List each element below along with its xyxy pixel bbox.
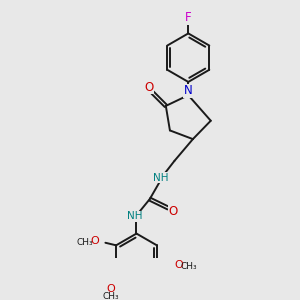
Text: O: O <box>169 205 178 218</box>
Text: O: O <box>106 284 115 294</box>
Text: O: O <box>174 260 183 270</box>
Text: CH₃: CH₃ <box>76 238 93 247</box>
Text: O: O <box>90 236 99 247</box>
Text: CH₃: CH₃ <box>102 292 119 300</box>
Text: NH: NH <box>154 173 169 183</box>
Text: O: O <box>144 80 153 94</box>
Text: F: F <box>185 11 192 24</box>
Text: N: N <box>184 84 193 97</box>
Text: CH₃: CH₃ <box>180 262 197 271</box>
Text: NH: NH <box>128 211 143 221</box>
